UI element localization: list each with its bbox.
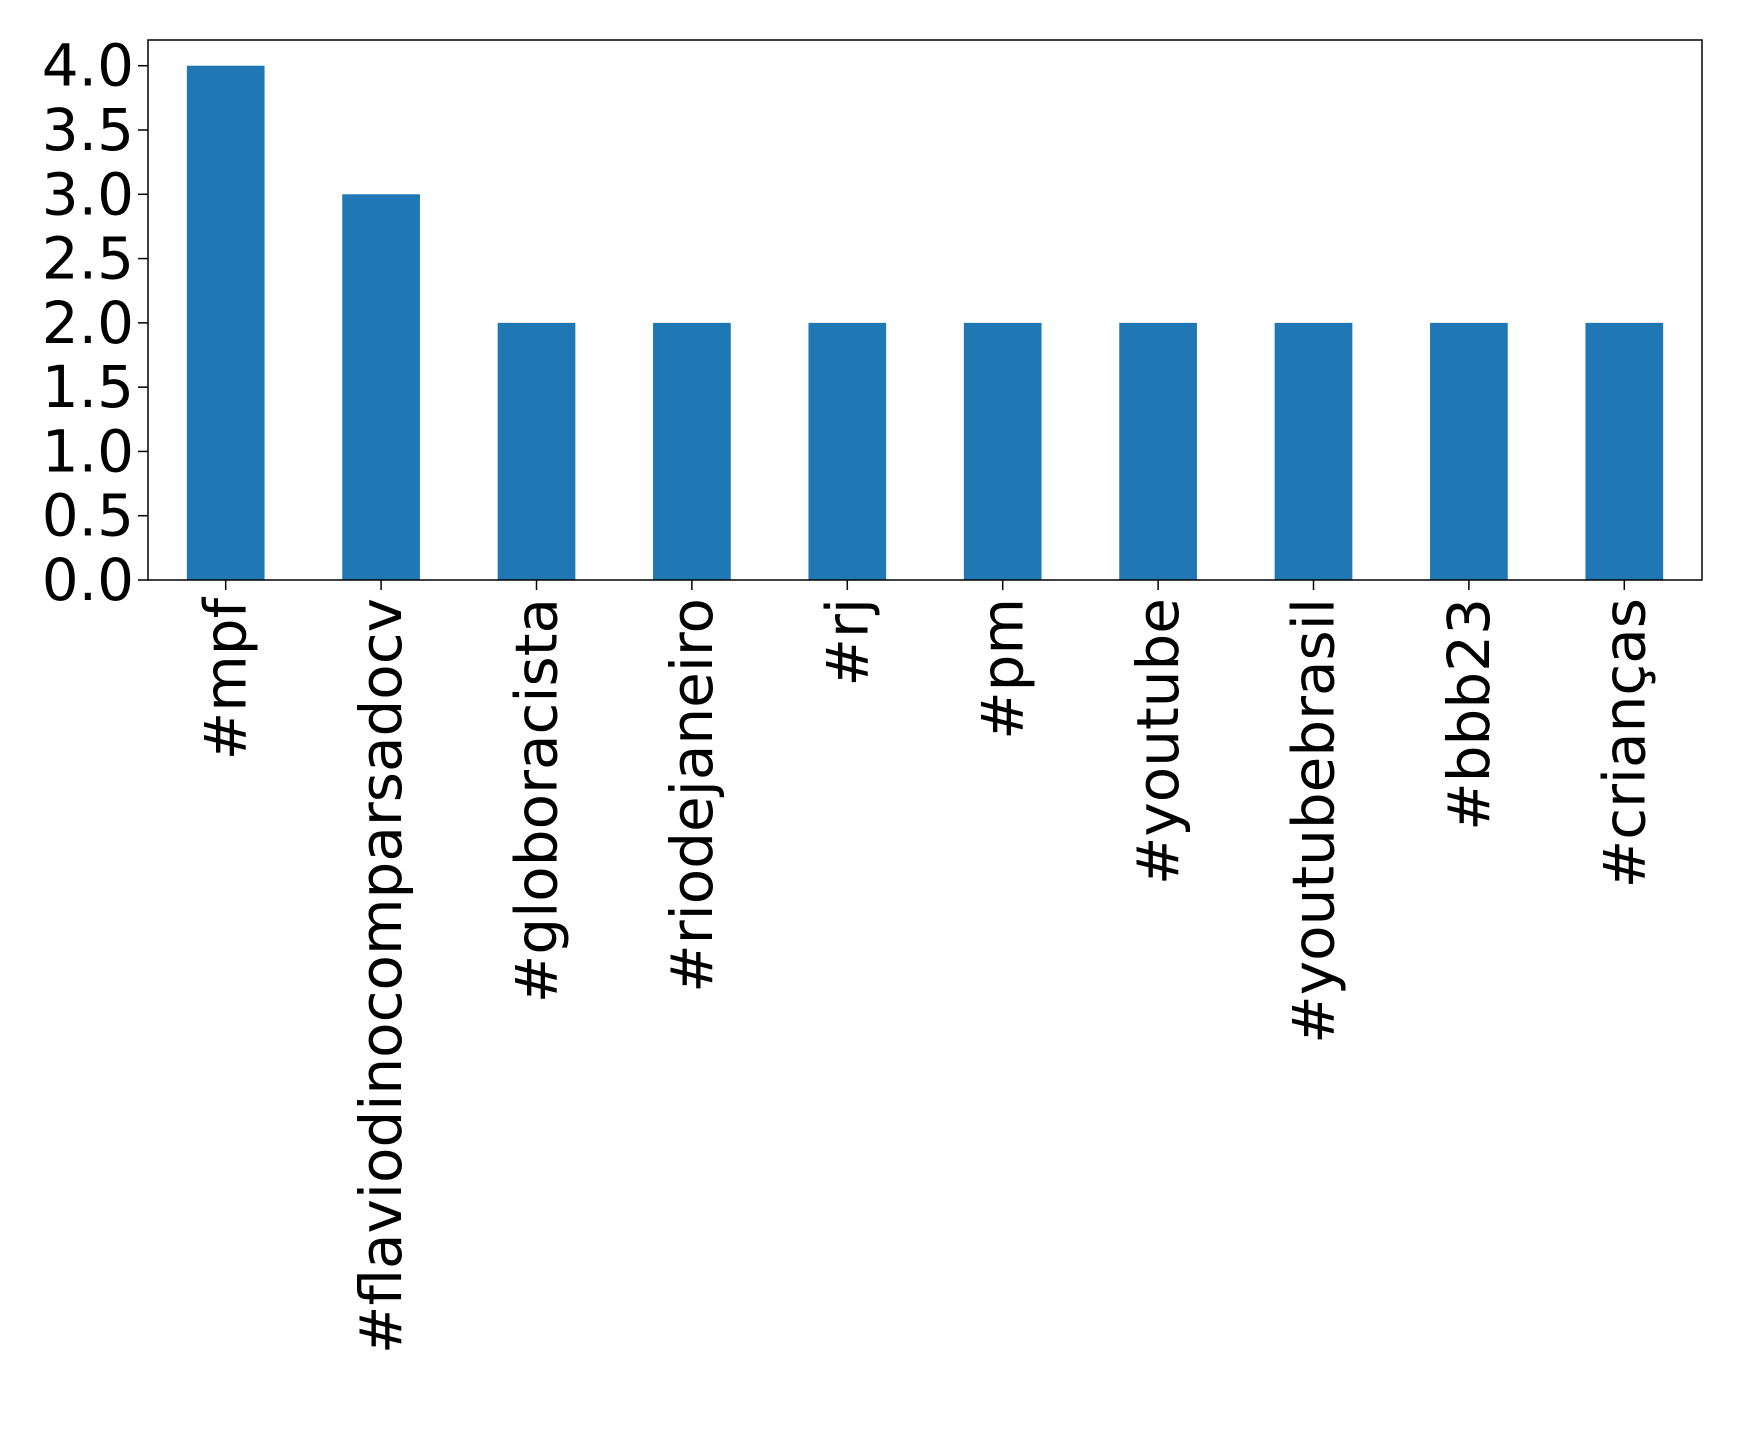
x-tick-label: #crianças bbox=[1590, 598, 1658, 888]
x-tick-label: #globoracista bbox=[503, 598, 571, 1003]
x-tick-label: #flaviodinocomparsadocv bbox=[347, 598, 415, 1354]
y-tick-label: 4.0 bbox=[42, 32, 134, 100]
bar-4 bbox=[808, 322, 887, 580]
bar-1 bbox=[342, 194, 420, 581]
x-tick-label: #riodejaneiro bbox=[658, 598, 726, 993]
plot-frame bbox=[147, 39, 1703, 581]
bar-3 bbox=[653, 322, 731, 580]
y-tick-label: 3.0 bbox=[42, 160, 134, 228]
y-tick-label: 0.0 bbox=[42, 546, 134, 614]
y-tick-label: 2.0 bbox=[42, 289, 134, 357]
x-tick-label: #bbb23 bbox=[1435, 598, 1503, 831]
x-tick-label: #rj bbox=[813, 598, 881, 687]
bars-group bbox=[186, 65, 1664, 581]
y-tick-label: 1.0 bbox=[42, 417, 134, 485]
y-tick-label: 0.5 bbox=[42, 482, 134, 550]
x-axis: #mpf #flaviodinocomparsadocv #globoracista… bbox=[192, 580, 1658, 1354]
bar-5 bbox=[963, 322, 1042, 580]
x-tick-label: #pm bbox=[969, 598, 1037, 740]
bar-9 bbox=[1585, 322, 1664, 580]
x-tick-label: #youtubebrasil bbox=[1280, 598, 1348, 1044]
y-tick-label: 2.5 bbox=[42, 225, 134, 293]
bar-6 bbox=[1119, 322, 1197, 580]
bar-7 bbox=[1274, 322, 1353, 580]
y-axis: 0.00.51.01.52.02.53.03.54.0 bbox=[42, 32, 148, 614]
y-tick-label: 1.5 bbox=[42, 353, 134, 421]
bar-2 bbox=[497, 322, 576, 580]
y-tick-label: 3.5 bbox=[42, 96, 134, 164]
bar-0 bbox=[186, 65, 265, 580]
x-tick-label: #mpf bbox=[192, 596, 260, 760]
x-tick-label: #youtube bbox=[1124, 598, 1192, 885]
bar-8 bbox=[1430, 322, 1508, 580]
